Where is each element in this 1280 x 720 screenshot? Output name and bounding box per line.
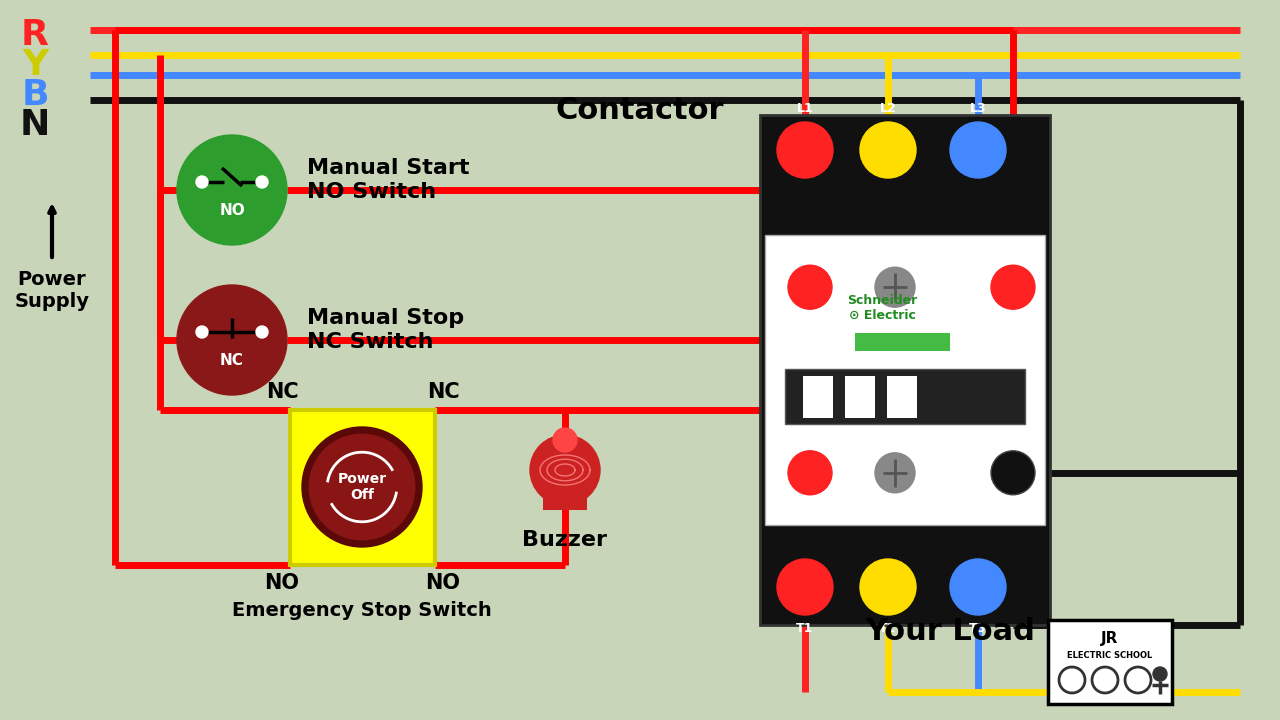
Text: Y: Y: [22, 48, 49, 82]
Text: 14 NO: 14 NO: [794, 500, 827, 510]
Text: Manual Start
NO Switch: Manual Start NO Switch: [307, 158, 470, 202]
Text: Manual Stop
NC Switch: Manual Stop NC Switch: [307, 308, 465, 351]
Circle shape: [876, 453, 915, 492]
Text: Schneider
⊙ Electric: Schneider ⊙ Electric: [847, 294, 918, 322]
Text: T3: T3: [969, 623, 987, 636]
Circle shape: [788, 265, 832, 309]
Circle shape: [530, 435, 600, 505]
Text: NO: NO: [219, 202, 244, 217]
Circle shape: [991, 265, 1036, 309]
Text: Contactor: Contactor: [556, 96, 724, 125]
Text: R: R: [20, 18, 49, 52]
Circle shape: [876, 267, 915, 307]
Circle shape: [196, 176, 209, 188]
Text: NC: NC: [266, 382, 298, 402]
Text: 22 NC: 22 NC: [879, 500, 911, 510]
Text: L3: L3: [970, 102, 987, 114]
Circle shape: [788, 451, 832, 495]
FancyBboxPatch shape: [1048, 620, 1172, 704]
Bar: [291, 410, 435, 565]
Text: NO: NO: [425, 573, 461, 593]
Text: T2: T2: [879, 623, 897, 636]
Circle shape: [860, 122, 916, 178]
Bar: [765, 235, 1044, 525]
Circle shape: [196, 326, 209, 338]
Circle shape: [177, 285, 287, 395]
Bar: [785, 369, 1025, 423]
Text: T1: T1: [796, 623, 814, 636]
Text: NC: NC: [220, 353, 244, 367]
Circle shape: [777, 559, 833, 615]
Circle shape: [302, 427, 422, 547]
Bar: [803, 376, 833, 418]
Bar: [760, 115, 1050, 625]
Text: L1: L1: [796, 102, 813, 114]
Text: 13 NO: 13 NO: [794, 252, 827, 262]
Circle shape: [256, 326, 268, 338]
Bar: [543, 480, 588, 510]
Circle shape: [777, 122, 833, 178]
Text: N: N: [19, 108, 50, 142]
Circle shape: [860, 559, 916, 615]
Text: Power
Supply: Power Supply: [14, 269, 90, 310]
Circle shape: [950, 559, 1006, 615]
Circle shape: [950, 122, 1006, 178]
Text: Your Load: Your Load: [865, 618, 1036, 647]
Text: Buzzer: Buzzer: [522, 530, 608, 550]
Bar: [845, 376, 876, 418]
Text: B: B: [22, 78, 49, 112]
Circle shape: [1153, 667, 1167, 681]
Text: JR: JR: [1101, 631, 1119, 646]
Circle shape: [177, 135, 287, 245]
Text: Emergency Stop Switch: Emergency Stop Switch: [232, 600, 492, 619]
Text: A1: A1: [1005, 252, 1021, 262]
Text: NC: NC: [426, 382, 460, 402]
Text: ELECTRIC SCHOOL: ELECTRIC SCHOOL: [1068, 651, 1152, 660]
Text: 21 NC: 21 NC: [879, 252, 911, 262]
Text: NO: NO: [265, 573, 300, 593]
Bar: [855, 333, 950, 351]
Circle shape: [553, 428, 577, 452]
Text: A2: A2: [1005, 500, 1021, 510]
Circle shape: [991, 451, 1036, 495]
Circle shape: [310, 434, 415, 540]
Text: Power
Off: Power Off: [338, 472, 387, 502]
Circle shape: [256, 176, 268, 188]
Bar: [887, 376, 916, 418]
Text: L2: L2: [879, 102, 896, 114]
